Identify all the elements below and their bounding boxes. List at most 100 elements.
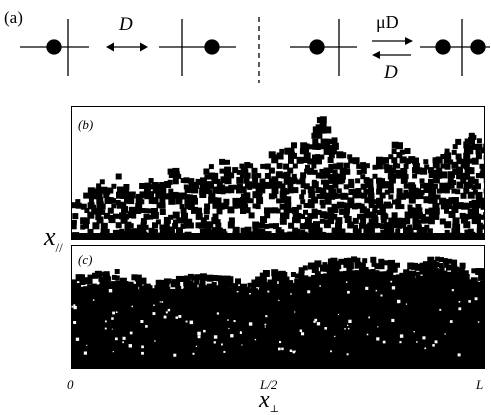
deposit-particle [87, 228, 94, 235]
left-diagram [20, 19, 236, 76]
deposit-particle [192, 195, 198, 200]
deposit-particle [362, 258, 368, 264]
deposit-particle [371, 216, 379, 224]
deposit-pore [161, 301, 164, 303]
deposit-particle [218, 280, 225, 287]
deposit-particle [275, 227, 282, 234]
deposit-particle [452, 217, 460, 225]
deposit-particle [475, 173, 481, 178]
deposit-particle [411, 208, 419, 215]
deposit-particle [116, 213, 121, 219]
deposit-pore [416, 341, 418, 343]
deposit-particle [311, 208, 318, 215]
deposit-particle [331, 203, 338, 210]
deposit-particle [300, 189, 306, 195]
deposit-particle [106, 276, 112, 282]
deposit-particle [164, 181, 172, 188]
deposit-particle [235, 278, 241, 285]
deposit-particle [223, 198, 230, 205]
deposit-pore [434, 340, 438, 344]
deposit-particle [368, 211, 376, 219]
deposit-pore [73, 304, 76, 307]
deposit-particle [343, 212, 350, 219]
deposit-particle [71, 279, 77, 286]
deposit-particle [228, 172, 235, 179]
particle-b2 [435, 39, 451, 55]
deposit-particle [355, 188, 362, 194]
deposit-column [439, 269, 444, 369]
deposit-particle [414, 263, 422, 271]
deposit-particle [299, 148, 306, 155]
deposit-particle [475, 191, 483, 199]
deposit-particle [379, 264, 385, 270]
deposit-particle [215, 197, 222, 204]
deposit-particle [336, 177, 344, 185]
deposit-particle [127, 281, 134, 288]
rate-label-left: D [119, 14, 133, 35]
deposit-column [467, 279, 472, 369]
deposit-particle [278, 277, 284, 283]
deposit-particle [271, 176, 279, 184]
deposit-particle [390, 265, 398, 273]
deposit-particle [92, 193, 99, 200]
deposit-particle [396, 152, 403, 159]
deposit-pore [240, 331, 242, 332]
deposit-particle [255, 204, 261, 210]
deposit-particle [196, 207, 202, 214]
deposit-particle [361, 192, 367, 199]
deposit-particle [87, 274, 93, 280]
deposit-particle [315, 145, 321, 150]
deposit-particle [352, 217, 359, 224]
deposit-particle [251, 279, 258, 286]
deposit-particle [184, 222, 190, 229]
deposit-particle [416, 192, 424, 200]
deposit-particle [267, 182, 274, 189]
deposit-particle [311, 158, 318, 165]
deposit-particle [235, 286, 240, 291]
deposit-particle [411, 184, 417, 190]
deposit-particle [168, 197, 176, 205]
deposit-particle [330, 264, 337, 271]
deposit-column [303, 278, 308, 369]
deposit-particle [456, 202, 464, 210]
deposit-pore [111, 317, 114, 320]
deposit-particle [448, 171, 455, 179]
deposit-particle [309, 144, 314, 150]
deposit-particle [436, 167, 443, 174]
deposit-particle [420, 183, 425, 189]
deposit-particle [315, 227, 323, 235]
deposit-particle [224, 166, 232, 174]
deposit-particle [206, 283, 214, 291]
deposit-particle [315, 124, 321, 130]
deposit-particle [96, 207, 104, 215]
deposit-particle [211, 282, 217, 287]
deposit-particle [339, 208, 346, 215]
deposit-pore [301, 332, 305, 336]
deposit-particle [436, 188, 442, 194]
deposit-pore [458, 301, 461, 303]
deposit-particle [307, 262, 315, 270]
deposit-column [167, 290, 172, 369]
deposit-particle [379, 223, 386, 230]
deposit-particle [113, 213, 118, 219]
deposit-particle [148, 214, 154, 220]
panel-c-deposit [71, 256, 485, 369]
deposit-particle [371, 199, 377, 205]
deposit-particle [311, 163, 317, 169]
deposit-particle [312, 154, 317, 160]
deposit-particle [176, 192, 183, 199]
x-axis-label: x⊥ [259, 388, 279, 415]
deposit-column [331, 272, 336, 369]
deposit-column [323, 273, 328, 369]
deposit-particle [191, 197, 198, 205]
deposit-pore [424, 347, 427, 350]
deposit-particle [292, 187, 299, 194]
deposit-particle [324, 179, 330, 185]
deposit-pore [167, 308, 171, 312]
deposit-particle [292, 217, 298, 224]
deposit-particle [391, 168, 397, 173]
deposit-pore [122, 341, 124, 344]
deposit-particle [166, 278, 172, 284]
deposit-pore [71, 305, 74, 308]
deposit-pore [432, 344, 435, 347]
